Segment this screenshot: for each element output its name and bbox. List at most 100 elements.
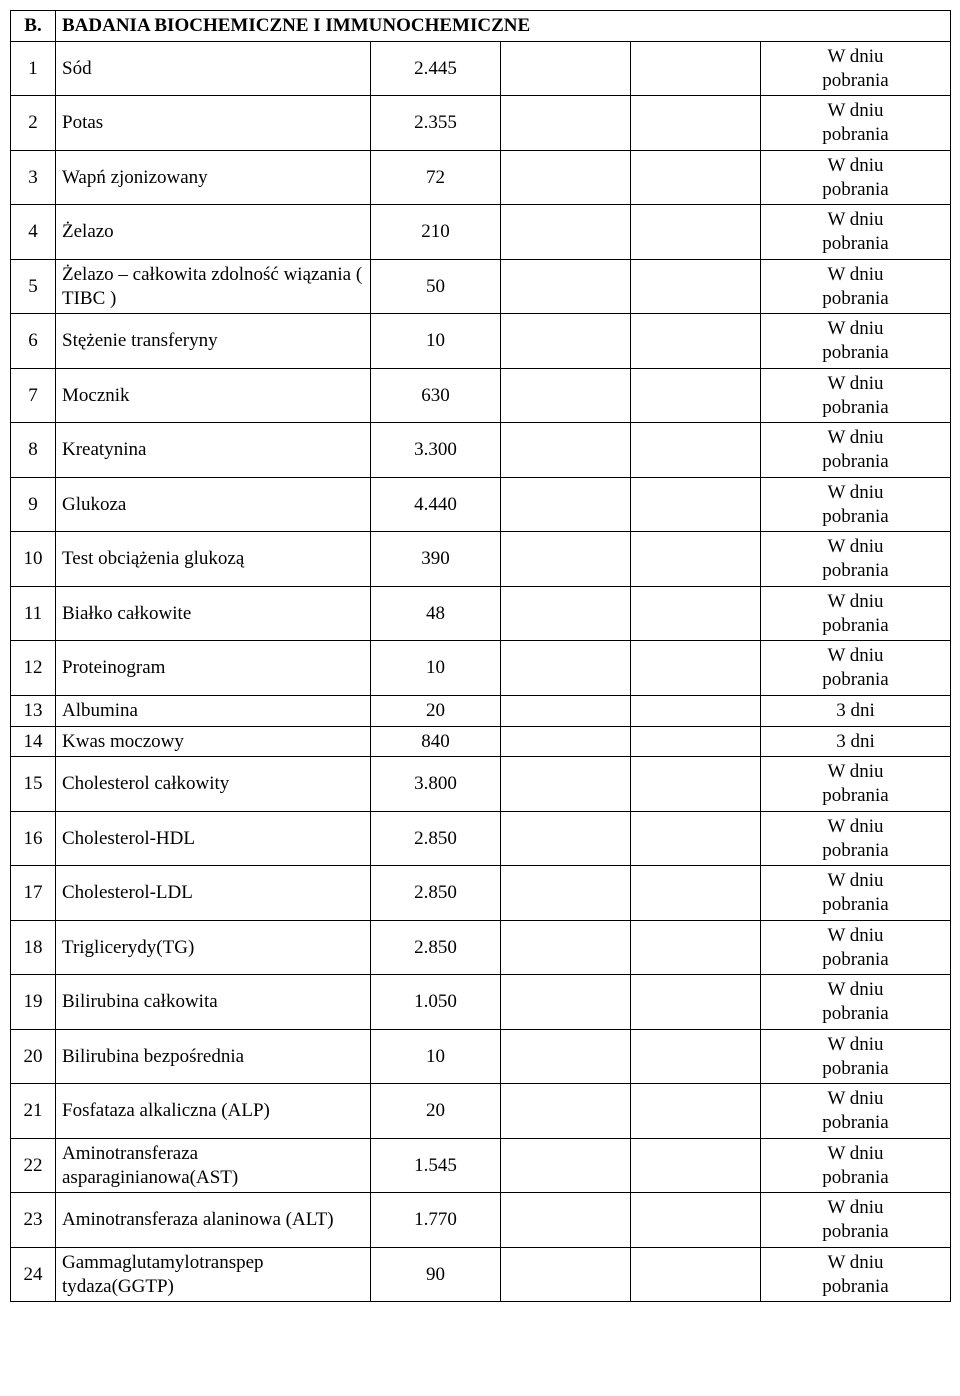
blank-cell — [631, 1029, 761, 1084]
turnaround-note: W dniupobrania — [761, 1247, 951, 1302]
row-number: 23 — [11, 1193, 56, 1248]
turnaround-note: W dniupobrania — [761, 920, 951, 975]
blank-cell — [631, 1084, 761, 1139]
turnaround-note: W dniupobrania — [761, 41, 951, 96]
row-number: 8 — [11, 423, 56, 478]
turnaround-note: W dniupobrania — [761, 205, 951, 260]
blank-cell — [501, 975, 631, 1030]
turnaround-note: W dniupobrania — [761, 1138, 951, 1193]
test-name: Glukoza — [56, 477, 371, 532]
row-number: 12 — [11, 641, 56, 696]
test-value: 390 — [371, 532, 501, 587]
test-name: Proteinogram — [56, 641, 371, 696]
row-number: 14 — [11, 726, 56, 757]
row-number: 16 — [11, 811, 56, 866]
test-value: 2.850 — [371, 920, 501, 975]
table-row: 12Proteinogram10W dniupobrania — [11, 641, 951, 696]
blank-cell — [631, 695, 761, 726]
table-row: 1Sód2.445W dniupobrania — [11, 41, 951, 96]
blank-cell — [631, 1247, 761, 1302]
turnaround-note: W dniupobrania — [761, 259, 951, 314]
blank-cell — [631, 920, 761, 975]
blank-cell — [501, 1029, 631, 1084]
turnaround-note: W dniupobrania — [761, 150, 951, 205]
test-name: Cholesterol całkowity — [56, 757, 371, 812]
row-number: 21 — [11, 1084, 56, 1139]
blank-cell — [501, 811, 631, 866]
test-value: 1.050 — [371, 975, 501, 1030]
blank-cell — [631, 811, 761, 866]
row-number: 7 — [11, 368, 56, 423]
table-row: 22Aminotransferaza asparaginianowa(AST)1… — [11, 1138, 951, 1193]
test-name: Bilirubina całkowita — [56, 975, 371, 1030]
turnaround-note: W dniupobrania — [761, 368, 951, 423]
table-row: 21Fosfataza alkaliczna (ALP)20W dniupobr… — [11, 1084, 951, 1139]
test-name: Wapń zjonizowany — [56, 150, 371, 205]
turnaround-note: W dniupobrania — [761, 423, 951, 478]
turnaround-note: W dniupobrania — [761, 586, 951, 641]
turnaround-note: W dniupobrania — [761, 314, 951, 369]
row-number: 22 — [11, 1138, 56, 1193]
table-row: 16Cholesterol-HDL2.850W dniupobrania — [11, 811, 951, 866]
blank-cell — [501, 726, 631, 757]
test-name: Cholesterol-LDL — [56, 866, 371, 921]
test-value: 20 — [371, 1084, 501, 1139]
blank-cell — [501, 641, 631, 696]
blank-cell — [501, 866, 631, 921]
turnaround-note: W dniupobrania — [761, 96, 951, 151]
blank-cell — [501, 314, 631, 369]
blank-cell — [631, 259, 761, 314]
test-name: Stężenie transferyny — [56, 314, 371, 369]
test-value: 72 — [371, 150, 501, 205]
blank-cell — [501, 205, 631, 260]
table-row: 7Mocznik630W dniupobrania — [11, 368, 951, 423]
row-number: 19 — [11, 975, 56, 1030]
row-number: 4 — [11, 205, 56, 260]
section-letter: B. — [11, 11, 56, 42]
test-value: 50 — [371, 259, 501, 314]
test-value: 4.440 — [371, 477, 501, 532]
table-row: 8Kreatynina3.300 W dniupobrania — [11, 423, 951, 478]
blank-cell — [501, 532, 631, 587]
blank-cell — [501, 423, 631, 478]
turnaround-note: W dniupobrania — [761, 811, 951, 866]
row-number: 5 — [11, 259, 56, 314]
table-row: 15Cholesterol całkowity3.800W dniupobran… — [11, 757, 951, 812]
biochem-table: B. BADANIA BIOCHEMICZNE I IMMUNOCHEMICZN… — [10, 10, 951, 1302]
blank-cell — [501, 1193, 631, 1248]
test-value: 48 — [371, 586, 501, 641]
blank-cell — [631, 477, 761, 532]
blank-cell — [631, 726, 761, 757]
table-row: 17Cholesterol-LDL2.850W dniupobrania — [11, 866, 951, 921]
blank-cell — [631, 866, 761, 921]
blank-cell — [501, 1084, 631, 1139]
blank-cell — [631, 532, 761, 587]
test-name: Kreatynina — [56, 423, 371, 478]
row-number: 15 — [11, 757, 56, 812]
turnaround-note: 3 dni — [761, 695, 951, 726]
test-value: 10 — [371, 1029, 501, 1084]
test-value: 20 — [371, 695, 501, 726]
blank-cell — [631, 314, 761, 369]
blank-cell — [501, 1247, 631, 1302]
blank-cell — [631, 975, 761, 1030]
test-value: 210 — [371, 205, 501, 260]
test-name: Mocznik — [56, 368, 371, 423]
section-title: BADANIA BIOCHEMICZNE I IMMUNOCHEMICZNE — [56, 11, 951, 42]
turnaround-note: W dniupobrania — [761, 641, 951, 696]
blank-cell — [631, 150, 761, 205]
row-number: 17 — [11, 866, 56, 921]
blank-cell — [631, 205, 761, 260]
table-row: 5Żelazo – całkowita zdolność wiązania ( … — [11, 259, 951, 314]
table-row: 6Stężenie transferyny10W dniupobrania — [11, 314, 951, 369]
blank-cell — [631, 1138, 761, 1193]
blank-cell — [501, 586, 631, 641]
blank-cell — [501, 477, 631, 532]
test-value: 3.300 — [371, 423, 501, 478]
blank-cell — [501, 41, 631, 96]
test-name: Bilirubina bezpośrednia — [56, 1029, 371, 1084]
test-value: 2.850 — [371, 811, 501, 866]
test-name: Aminotransferaza asparaginianowa(AST) — [56, 1138, 371, 1193]
test-value: 10 — [371, 314, 501, 369]
row-number: 13 — [11, 695, 56, 726]
